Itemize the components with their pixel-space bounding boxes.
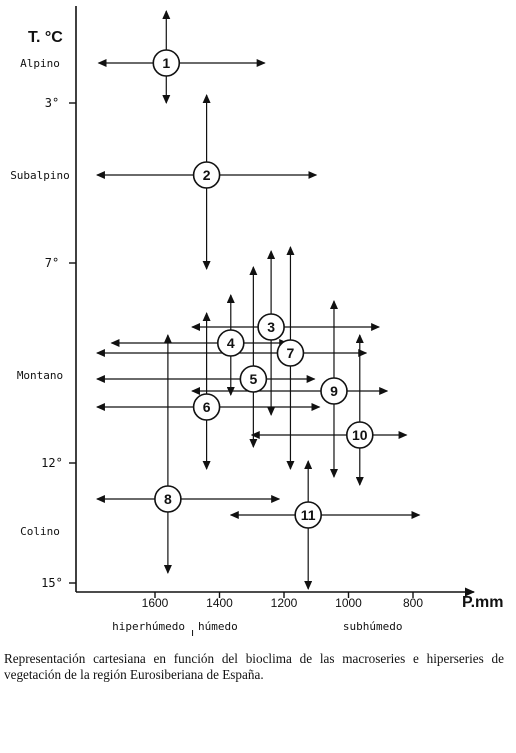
y-zone-group: Alpino Subalpino Montano Colino bbox=[10, 57, 70, 538]
series-points: 1 2 3 4 5 6 7 8 9 10 11 bbox=[152, 49, 374, 529]
point-circle bbox=[345, 421, 374, 449]
point-label: 10 bbox=[352, 427, 368, 443]
y-tick-group: 3° 7° 12° 15° bbox=[41, 96, 76, 590]
point-label: 9 bbox=[330, 383, 338, 399]
point-circle bbox=[320, 377, 348, 405]
series-point: 10 bbox=[345, 421, 374, 449]
point-circle bbox=[239, 365, 268, 393]
y-tick-label: 12° bbox=[41, 456, 63, 470]
figure-caption: Representación cartesiana en función del… bbox=[4, 651, 504, 682]
point-label: 8 bbox=[164, 491, 172, 507]
point-circle bbox=[152, 49, 181, 77]
series-point: 3 bbox=[257, 313, 285, 341]
point-circle bbox=[154, 485, 182, 513]
x-tick-label: 800 bbox=[403, 596, 423, 610]
series-point: 5 bbox=[239, 365, 268, 393]
point-circle bbox=[216, 329, 245, 357]
point-circle bbox=[192, 393, 221, 421]
y-tick-label: 7° bbox=[45, 256, 59, 270]
point-label: 7 bbox=[287, 345, 295, 361]
point-label: 1 bbox=[162, 55, 170, 71]
point-label: 11 bbox=[301, 507, 316, 523]
series-point: 2 bbox=[192, 161, 221, 189]
y-tick-label: 15° bbox=[41, 576, 63, 590]
x-tick-label: 1200 bbox=[271, 596, 298, 610]
series-point: 4 bbox=[216, 329, 245, 357]
series-point: 1 bbox=[152, 49, 181, 77]
series-range-lines bbox=[95, 10, 421, 590]
y-zone-label: Subalpino bbox=[10, 169, 70, 182]
x-zone-label: hiperhúmedo bbox=[112, 620, 185, 633]
x-tick-label: 1600 bbox=[142, 596, 169, 610]
x-tick-group: 1600 1400 1200 1000 800 bbox=[142, 592, 423, 610]
x-zone-label: subhúmedo bbox=[343, 620, 403, 633]
y-axis-title: T. °C bbox=[28, 29, 63, 46]
y-zone-label: Colino bbox=[20, 525, 60, 538]
x-zone-group: hiperhúmedo húmedo subhúmedo bbox=[112, 620, 402, 636]
point-label: 3 bbox=[267, 319, 275, 335]
y-zone-label: Alpino bbox=[20, 57, 60, 70]
point-circle bbox=[276, 339, 305, 367]
point-label: 4 bbox=[227, 335, 235, 351]
x-zone-label: húmedo bbox=[198, 620, 238, 633]
series-point: 7 bbox=[276, 339, 305, 367]
series-point: 6 bbox=[192, 393, 221, 421]
point-circle bbox=[294, 501, 322, 529]
point-circle bbox=[192, 161, 221, 189]
x-axis-title: P.mm bbox=[462, 594, 504, 611]
x-tick-label: 1000 bbox=[335, 596, 362, 610]
series-point: 8 bbox=[154, 485, 182, 513]
point-circle bbox=[257, 313, 285, 341]
point-label: 2 bbox=[203, 167, 211, 183]
point-label: 6 bbox=[203, 399, 211, 415]
y-zone-label: Montano bbox=[17, 369, 63, 382]
series-point: 11 bbox=[294, 501, 322, 529]
y-tick-label: 3° bbox=[45, 96, 59, 110]
x-tick-label: 1400 bbox=[206, 596, 233, 610]
series-point: 9 bbox=[320, 377, 348, 405]
point-label: 5 bbox=[249, 371, 257, 387]
chart-axes bbox=[75, 6, 475, 597]
